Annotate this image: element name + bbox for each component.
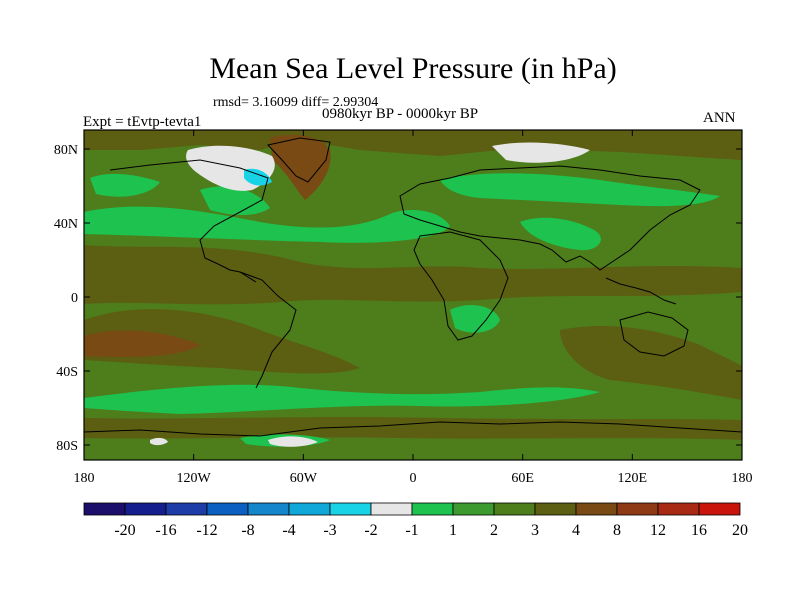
- field-band-8-12-pacific: [84, 330, 200, 357]
- colorbar-swatch: [698, 502, 741, 516]
- colorbar-swatch: [288, 502, 331, 516]
- lon-label: 60W: [290, 471, 318, 486]
- colorbar-swatch: [165, 502, 208, 516]
- coastline-central-america: [239, 271, 257, 283]
- coastlines: [84, 137, 742, 437]
- field-band-4-8-southindian: [560, 325, 742, 400]
- colorbar-label: 1: [449, 522, 457, 539]
- experiment-label: Expt = tEvtp-tevta1: [83, 114, 202, 130]
- field-band-1-2-africa: [450, 305, 500, 333]
- colorbar-swatch: [247, 502, 290, 516]
- colorbar-label: 12: [650, 522, 666, 539]
- rmsd-diff-stats: rmsd= 3.16099 diff= 2.99304: [213, 95, 379, 110]
- field-band-1-2-north-atlantic: [84, 206, 450, 243]
- coastline-indonesia: [605, 277, 677, 305]
- longitude-axis: 180 120W 60W 0 60E 120E 180: [74, 130, 753, 486]
- colorbar-label: -4: [282, 522, 295, 539]
- field-band-neg1-1-siberia-coast: [492, 142, 590, 163]
- field-band-4-8-arctic: [84, 130, 742, 160]
- colorbar-swatch: [329, 502, 372, 516]
- coastline-antarctica: [84, 421, 742, 437]
- field-band-1-2-himalaya: [520, 217, 601, 251]
- field-band-neg1-1-antarctic: [268, 436, 318, 447]
- coastline-eurasia: [399, 165, 701, 271]
- lat-label: 80S: [56, 439, 78, 454]
- pressure-field: [84, 130, 742, 460]
- time-period-label: 0980kyr BP - 0000kyr BP: [322, 106, 479, 122]
- latitude-axis: 80N 40N 0 40S 80S: [54, 143, 742, 454]
- colorbar-label: -12: [196, 522, 217, 539]
- colorbar-swatch: [452, 502, 495, 516]
- colorbar-label: -20: [114, 522, 135, 539]
- field-band-8-12-greenland: [270, 134, 331, 200]
- lat-label: 40N: [54, 217, 78, 232]
- colorbar-label: -3: [323, 522, 336, 539]
- colorbar-label: 4: [572, 522, 580, 539]
- coastline-south-america: [239, 271, 297, 389]
- lon-label: 180: [732, 471, 753, 486]
- colorbar-swatch: [575, 502, 618, 516]
- colorbar-swatch: [534, 502, 577, 516]
- colorbar-swatch: [83, 502, 126, 516]
- colorbar-swatch: [411, 502, 454, 516]
- field-band-1-2-alaska: [90, 173, 160, 197]
- colorbar-swatch: [370, 502, 413, 516]
- field-band-1-2-southern-ocean: [84, 384, 600, 414]
- field-band-1-2-siberia: [440, 173, 720, 207]
- field-band-neg1-1-ross: [150, 437, 168, 446]
- colorbar-swatch: [493, 502, 536, 516]
- colorbar-label: -8: [241, 522, 254, 539]
- colorbar-label: 8: [613, 522, 621, 539]
- colorbar-swatch: [657, 502, 700, 516]
- colorbar-label: -2: [364, 522, 377, 539]
- coastline-greenland: [267, 137, 331, 183]
- colorbar-label: 16: [691, 522, 707, 539]
- coastline-north-america: [109, 159, 269, 273]
- colorbar-label: 2: [490, 522, 498, 539]
- lat-label: 40S: [56, 365, 78, 380]
- colorbar-swatch: [616, 502, 659, 516]
- field-band-4-8-tropics: [84, 245, 742, 305]
- colorbar-label: -1: [405, 522, 418, 539]
- lon-label: 120E: [618, 471, 648, 486]
- lon-label: 120W: [177, 471, 212, 486]
- colorbar-swatch: [124, 502, 167, 516]
- season-label: ANN: [703, 110, 736, 126]
- colorbar: -20 -16 -12 -8 -4 -3 -2 -1 1 2 3 4 8 12 16 20: [83, 502, 748, 539]
- lat-label: 0: [71, 291, 78, 306]
- map-title: Mean Sea Level Pressure (in hPa): [209, 52, 617, 85]
- lon-label: 60E: [511, 471, 534, 486]
- colorbar-label: 3: [531, 522, 539, 539]
- colorbar-swatch: [206, 502, 249, 516]
- field-band-1-2-canada: [200, 186, 270, 215]
- field-band-4-8-southern-belt: [84, 417, 742, 440]
- field-band-neg2-neg1-hudson: [244, 168, 272, 186]
- field-band-4-8-southpacific: [84, 309, 360, 374]
- lat-label: 80N: [54, 143, 78, 158]
- colorbar-label: 20: [732, 522, 748, 539]
- lon-label: 180: [74, 471, 95, 486]
- coastline-australia: [619, 311, 689, 357]
- coastline-africa: [413, 231, 509, 341]
- colorbar-label: -16: [155, 522, 176, 539]
- lon-label: 0: [410, 471, 417, 486]
